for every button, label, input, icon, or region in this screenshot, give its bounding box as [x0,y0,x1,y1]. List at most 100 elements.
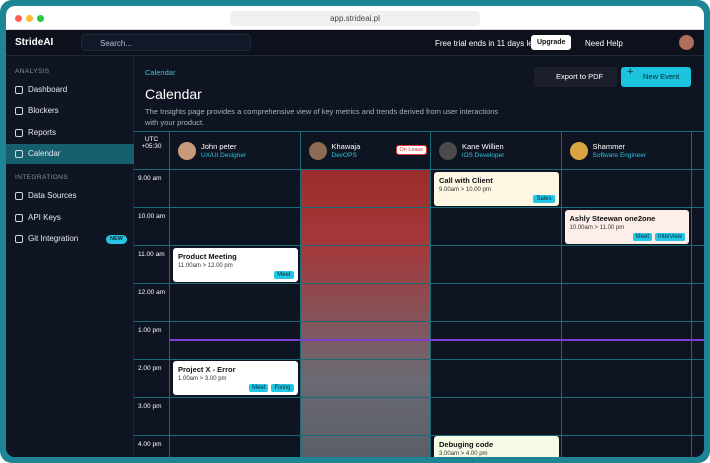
nav-label: Dashboard [28,85,68,94]
avatar [569,142,588,160]
event-tag: Meet [249,384,269,392]
search-box[interactable]: Search... [81,34,251,51]
person-name: Khawaja [331,142,361,151]
event-card[interactable]: Debuging code 3.00am > 4.00 pm [434,436,559,457]
event-title: Ashly Steewan one2one [569,214,656,223]
event-tag: Meet [274,271,294,279]
grid-cell [431,360,562,398]
page-description: The Insights page provides a comprehensi… [145,107,499,127]
event-card[interactable]: Product Meeting 11.00am > 12.00 pm Meet [173,248,298,282]
column-header: John peter UX/UI Designer [170,132,301,170]
grid-cell [692,246,704,284]
grid-cell [562,436,692,457]
nav-icon [15,149,23,158]
nav-icon [15,192,23,201]
browser-toolbar: app.strideai.pl [6,6,704,30]
grid-cell [561,322,692,360]
grid-cell [692,360,704,398]
time-label: 10.00 am [138,213,166,220]
grid-cell [300,284,431,322]
time-cell: 10.00 am [134,208,170,246]
avatar [308,142,327,160]
time-cell: 3.00 pm [134,398,170,436]
grid-cell [431,208,562,246]
grid-cell [561,170,692,208]
time-label: 2.00 pm [138,365,162,372]
url-bar[interactable]: app.strideai.pl [230,11,480,26]
event-time: 11.00am > 12.00 pm [178,263,233,269]
nav-label: Blockers [28,106,59,116]
trial-text: Free trial ends in 11 days left [435,39,538,48]
time-cell: 9.00 am [134,170,170,208]
grid-cell [170,436,301,457]
event-time: 9.00am > 10.00 pm [439,187,491,193]
nav-item[interactable]: Data Sources [6,186,134,206]
event-title: Call with Client [439,176,493,185]
zoom[interactable] [37,15,44,22]
grid-cell [692,322,704,360]
nav-icon [15,234,23,243]
help-link[interactable]: Need Help [585,39,623,48]
browser-window: app.strideai.pl StrideAI Search... Free … [6,6,704,457]
section-title: ANALYSIS [15,68,50,75]
timezone: UTC [144,136,159,143]
time-cell: 1.00 pm [134,322,170,360]
close[interactable] [15,15,22,22]
grid-cell [561,208,692,246]
timezone-offset: +05:30 [141,143,162,150]
calendar-grid: UTC +05:30 9.00 am 10.00 am 11.00 am 12.00 am… [134,131,704,457]
grid-cell [170,170,301,208]
nav-item[interactable]: Dashboard [6,80,134,100]
nav-label: Reports [28,127,57,137]
grid-cell [561,360,692,398]
current-time-line [170,339,704,341]
grid-cell [431,322,562,360]
event-title: Project X - Error [178,365,236,374]
grid-cell [561,284,692,322]
grid-cell [170,322,301,360]
main: Calendar Calendar The Insights page prov… [134,56,704,457]
grid-cell [692,170,704,208]
event-card[interactable]: Project X - Error 1.00am > 3.00 pm Meet Fix… [173,361,298,395]
search-placeholder: Search... [100,39,133,48]
page-title: Calendar [145,86,202,102]
grid-cell [692,398,704,436]
person-role: UX/UI Designer [201,152,247,159]
nav-item[interactable]: Git Integration NEW [6,229,134,249]
event-card[interactable]: Call with Client 9.00am > 10.00 pm Sales [434,172,559,206]
breadcrumb[interactable]: Calendar [145,68,176,77]
nav-label: Calendar [28,148,61,158]
logo[interactable]: StrideAI [15,37,54,48]
event-title: Product Meeting [178,252,237,261]
nav-item[interactable]: Reports [6,123,134,143]
grid-cell [300,360,431,398]
nav-item[interactable]: Calendar [6,143,134,164]
minimize[interactable] [26,15,33,22]
event-time: 1.00am > 3.00 pm [178,376,227,382]
grid-cell [431,398,562,436]
upgrade-button[interactable]: Upgrade [531,35,572,50]
leave-badge: On Leave [395,145,428,155]
grid-cell [692,208,704,246]
event-card[interactable]: Ashly Steewan one2one 10.00am > 11.00 pm M… [564,210,689,244]
grid-cell [300,208,431,246]
new-event-button[interactable]: New Event [621,67,691,87]
new-badge: NEW [106,234,127,244]
avatar [178,142,196,160]
leave-block [300,170,431,457]
timezone-cell: UTC +05:30 [134,132,170,170]
column-header: Khawaja DevOPS On Leave [300,132,431,170]
grid-cell [170,246,301,284]
nav-item[interactable]: Blockers [6,101,134,121]
time-label: 12.00 am [138,289,166,296]
grid-cell [170,398,301,436]
event-title: Debuging code [439,440,494,449]
time-cell: 2.00 pm [134,360,170,398]
app-header: StrideAI Search... Free trial ends in 11… [6,30,704,56]
sidebar: ANALYSIS Dashboard Blockers Reports Calendar… [6,56,134,457]
export-button[interactable]: Export to PDF [534,67,617,87]
grid-cell [300,398,431,436]
nav-item[interactable]: API Keys [6,208,134,228]
user-avatar[interactable] [679,35,694,50]
